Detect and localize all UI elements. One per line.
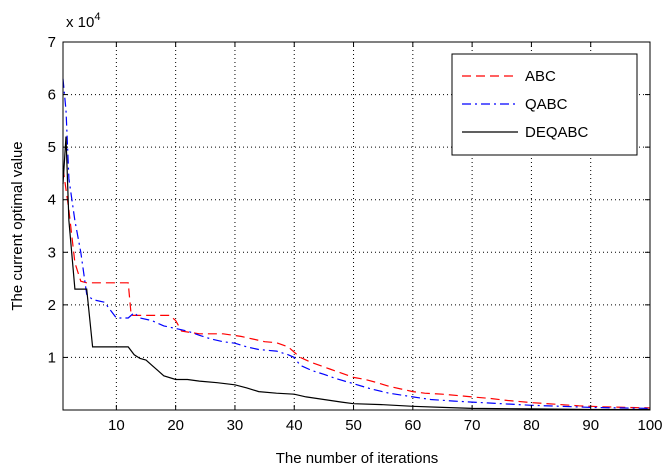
legend: ABC QABC DEQABC [451,53,638,156]
y-tick-label: 3 [48,244,56,261]
x-tick-label: 20 [167,417,184,434]
legend-label-abc: ABC [525,68,556,85]
y-tick-label: 5 [48,139,56,156]
x-tick-label: 90 [582,417,599,434]
x-tick-label: 100 [637,417,662,434]
tick-labels: 10 20 30 40 50 60 70 80 90 100 1 2 3 4 5 6 7 [48,34,663,434]
x-axis-label: The number of iterations [276,450,439,467]
plot-frame [62,41,651,411]
y-scale-exponent: 4 [94,11,100,23]
x-tick-label: 80 [523,417,540,434]
y-scale-label: x 104 [66,11,100,31]
series-lines [62,78,651,411]
x-tick-label: 70 [464,417,481,434]
series-line-abc [62,168,651,409]
x-tick-label: 10 [108,417,125,434]
x-tick-label: 60 [404,417,421,434]
grid-lines [63,42,650,410]
y-tick-label: 7 [48,34,56,51]
y-tick-label: 1 [48,349,56,366]
y-axis-label: The current optimal value [9,141,26,310]
y-tick-label: 4 [48,192,56,209]
x-tick-label: 50 [345,417,362,434]
legend-label-qabc: QABC [525,96,568,113]
legend-label-deqabc: DEQABC [525,124,589,141]
tick-marks [63,41,651,410]
y-tick-label: 6 [48,87,56,104]
series-line-deqabc [62,136,650,411]
series-line-qabc [62,78,651,409]
x-tick-label: 40 [286,417,303,434]
x-tick-label: 30 [227,417,244,434]
y-tick-label: 2 [48,297,56,314]
